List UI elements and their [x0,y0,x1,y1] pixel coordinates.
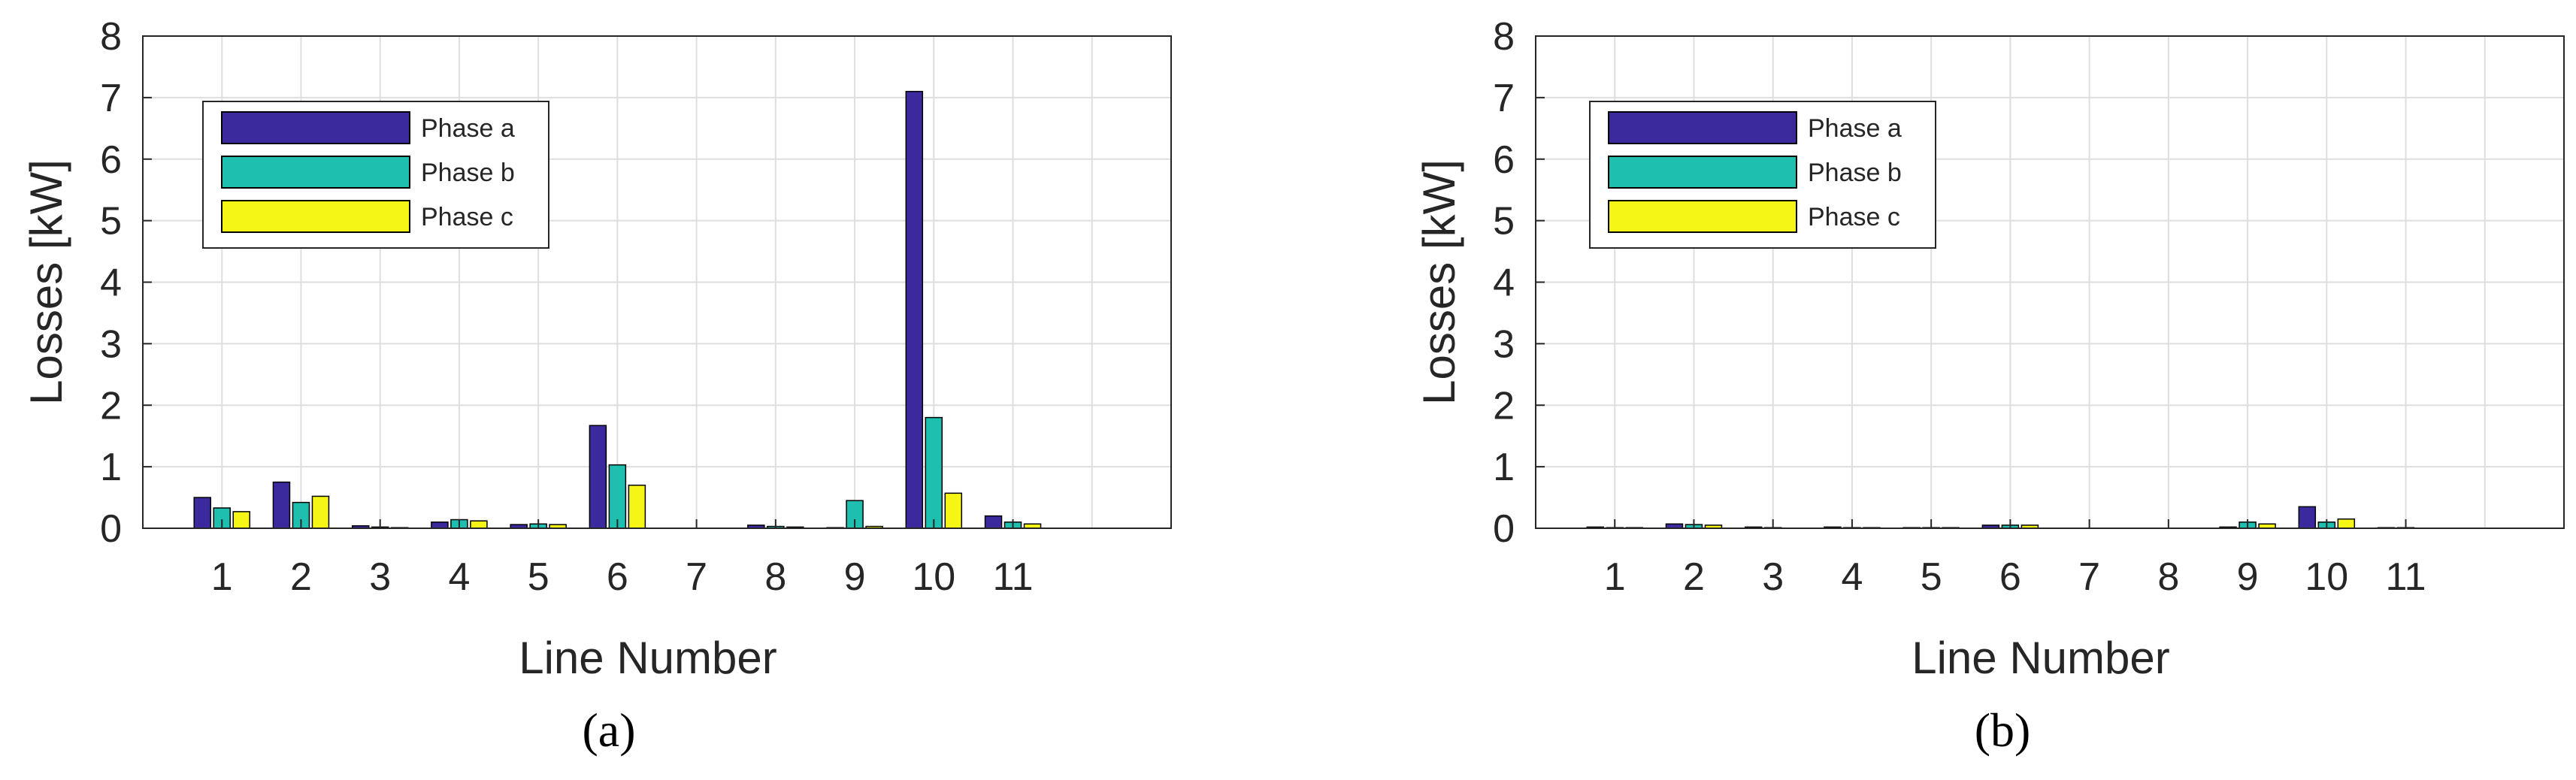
x-tick-label: 7 [2078,555,2100,599]
bar-phase-a-line-10 [905,90,924,529]
bar-phase-a-line-1 [193,497,211,529]
legend-swatch-phase-a [1608,111,1797,144]
x-tick-label: 2 [1683,555,1705,599]
y-tick-label: 6 [1493,138,1515,182]
y-tick-label: 3 [100,322,122,366]
x-tick-label: 3 [369,555,391,599]
bar-phase-b-line-10 [925,416,943,529]
legend: Phase a Phase b Phase c [202,101,549,249]
bar-phase-c-line-2 [311,495,330,529]
x-tick-label: 11 [2386,555,2426,599]
bar-phase-a-line-11 [984,515,1003,529]
y-tick-label: 5 [1493,200,1515,243]
y-tick-label: 7 [1493,77,1515,120]
x-tick-label: 8 [2157,555,2179,599]
bar-phase-a-line-4 [431,522,449,529]
y-tick-label: 4 [100,262,122,305]
bar-phase-c-line-4 [470,520,488,529]
bar-phase-a-line-2 [272,481,291,529]
y-tick-label: 2 [100,384,122,428]
x-axis-label: Line Number [1912,633,2170,683]
bar-phase-a-line-10 [2298,506,2317,529]
y-tick-label: 8 [100,15,122,59]
legend-entry-phase-c: Phase c [421,203,513,231]
y-tick-label: 6 [100,138,122,182]
bar-phase-c-line-10 [2337,518,2356,529]
y-tick-label: 3 [1493,322,1515,366]
legend-entry-phase-c: Phase c [1808,203,1900,231]
x-tick-label: 4 [448,555,470,599]
x-tick-label: 7 [686,555,707,599]
legend-swatch-phase-c [1608,200,1797,233]
x-tick-label: 9 [844,555,866,599]
chart-panel-a: 0 1 2 3 4 5 6 7 8 1 2 3 4 5 6 7 8 9 10 11 Line Number Losses … [21,15,1172,757]
x-tick-label: 11 [993,555,1034,599]
y-tick-label: 2 [1493,384,1515,428]
bar-phase-c-line-1 [232,511,250,529]
x-tick-label: 4 [1841,555,1863,599]
legend: Phase a Phase b Phase c [1589,101,1936,249]
bar-phase-a-line-6 [589,425,607,529]
x-tick-label: 2 [290,555,312,599]
y-tick-label: 5 [100,200,122,243]
bar-phase-b-line-6 [608,464,627,529]
y-tick-label: 0 [100,507,122,551]
x-tick-label: 8 [764,555,786,599]
legend-entry-phase-b: Phase b [1808,159,1902,187]
y-tick-label: 8 [1493,15,1515,59]
x-tick-label: 10 [2305,555,2348,599]
panel-label: (b) [1975,703,2031,757]
legend-swatch-phase-b [221,156,410,189]
x-tick-label: 5 [528,555,549,599]
legend-entry-phase-a: Phase a [1808,114,1902,143]
y-tick-label: 4 [1493,262,1515,305]
bar-phase-c-line-10 [944,492,963,529]
x-tick-label: 6 [607,555,628,599]
legend-entry-phase-a: Phase a [421,114,515,143]
x-tick-label: 3 [1762,555,1784,599]
x-tick-label: 10 [912,555,955,599]
legend-swatch-phase-c [221,200,410,233]
y-axis-label: Losses [kW] [21,159,71,405]
x-tick-label: 1 [211,555,233,599]
chart-panel-b: 0 1 2 3 4 5 6 7 8 1 2 3 4 5 6 7 8 9 10 11 Line Number Losses … [1414,15,2565,757]
y-tick-label: 7 [100,77,122,120]
y-tick-label: 0 [1493,507,1515,551]
legend-swatch-phase-a [221,111,410,144]
x-tick-label: 5 [1921,555,1942,599]
x-tick-label: 1 [1604,555,1626,599]
legend-swatch-phase-b [1608,156,1797,189]
x-tick-label: 6 [1999,555,2021,599]
legend-entry-phase-b: Phase b [421,159,515,187]
y-tick-label: 1 [1493,446,1515,489]
panel-label: (a) [582,703,635,757]
x-axis-label: Line Number [519,633,777,683]
y-axis-label: Losses [kW] [1414,159,1464,405]
y-tick-label: 1 [100,446,122,489]
bar-phase-c-line-6 [628,484,646,529]
x-tick-label: 9 [2237,555,2259,599]
